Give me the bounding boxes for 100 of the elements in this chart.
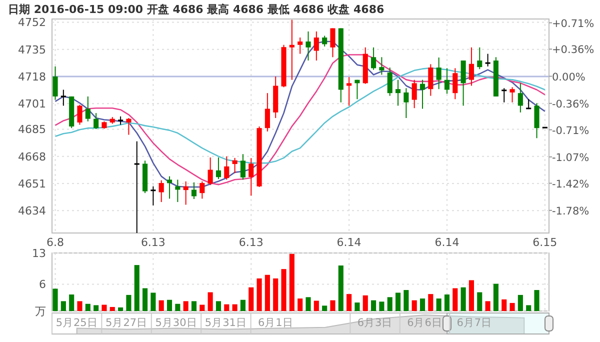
bar xyxy=(183,301,188,311)
bar xyxy=(289,254,294,311)
y-tick-label: 4735 xyxy=(18,43,46,56)
candlestick xyxy=(85,96,90,122)
candlestick xyxy=(224,156,230,180)
bar xyxy=(102,304,107,311)
candlestick xyxy=(444,68,450,94)
x-tick-label: 5月31日 xyxy=(204,317,247,329)
bar xyxy=(387,297,392,311)
bar xyxy=(502,299,507,311)
chart-title: 日期 2016-06-15 09:00 开盘 4686 最高 4686 最低 4686 收盘 4686 xyxy=(8,3,384,16)
bar xyxy=(428,294,434,311)
bar xyxy=(395,292,401,311)
candlestick xyxy=(183,180,188,206)
x-tick-label: 5月25日 xyxy=(56,317,98,329)
candlestick xyxy=(518,82,523,113)
bar xyxy=(248,287,254,311)
bar xyxy=(158,300,164,311)
y2-tick-label: -0.36% xyxy=(552,98,590,110)
x-tick-label: 6月6日 xyxy=(407,317,442,329)
candlestick xyxy=(460,60,466,106)
bar xyxy=(526,305,532,311)
bar xyxy=(118,307,124,311)
candlestick xyxy=(289,19,294,80)
candlestick xyxy=(306,30,311,62)
bar xyxy=(362,295,368,311)
candlestick xyxy=(232,157,238,174)
bar xyxy=(216,301,222,311)
candlestick xyxy=(395,79,401,106)
bar xyxy=(126,294,132,311)
candlestick xyxy=(371,46,376,70)
bar xyxy=(298,298,303,311)
bar xyxy=(412,300,417,311)
bar xyxy=(468,280,474,311)
y-tick-label: 4668 xyxy=(18,150,46,164)
bar xyxy=(330,300,336,311)
bar xyxy=(200,304,205,311)
x-tick-label: 6.14 xyxy=(434,236,460,249)
bar xyxy=(191,301,197,311)
candlestick xyxy=(52,66,58,100)
candlestick xyxy=(94,112,99,130)
candlestick xyxy=(510,86,515,103)
candlestick xyxy=(191,182,197,200)
x-tick-label: 6月7日 xyxy=(456,317,492,329)
bar xyxy=(166,300,172,311)
candlestick xyxy=(166,176,172,200)
bar xyxy=(346,294,352,311)
candlestick xyxy=(502,88,507,103)
candlestick xyxy=(208,156,213,186)
bar xyxy=(85,304,90,311)
y2-tick-label: -0.71% xyxy=(552,124,590,137)
bar xyxy=(69,294,74,311)
bar xyxy=(477,292,482,311)
bar xyxy=(240,300,246,311)
bar xyxy=(150,292,156,311)
x-tick-label: 6.13 xyxy=(140,236,166,249)
candlestick xyxy=(322,35,328,47)
bar xyxy=(52,288,58,311)
candlestick xyxy=(314,30,319,62)
candlestick xyxy=(264,92,270,132)
y-tick-label: 4685 xyxy=(18,123,46,136)
y-tick-label: 4718 xyxy=(18,70,46,84)
candlestick xyxy=(404,88,409,119)
y-tick-label: 4634 xyxy=(18,204,46,218)
y2-tick-label: +0.71% xyxy=(552,18,594,30)
bar xyxy=(314,300,319,311)
y-tick-label: 4701 xyxy=(18,98,46,111)
bar xyxy=(232,304,238,311)
bar xyxy=(256,278,262,311)
candlestick xyxy=(77,104,82,126)
candlestick xyxy=(436,56,442,90)
y-tick-label: 4752 xyxy=(18,16,46,30)
candlestick xyxy=(60,89,66,106)
bar xyxy=(224,304,230,311)
bar xyxy=(518,294,523,311)
bar xyxy=(281,269,286,311)
candlestick xyxy=(248,158,254,196)
candlestick xyxy=(216,156,222,180)
candlestick xyxy=(477,46,482,70)
y-tick-label: 13 xyxy=(32,247,46,260)
bar xyxy=(175,304,180,311)
bar xyxy=(534,290,540,311)
candlestick xyxy=(200,180,205,200)
bar xyxy=(273,278,278,311)
x-tick-label: 5月27日 xyxy=(106,317,148,329)
candlestick xyxy=(412,79,417,109)
x-tick-label: 6.13 xyxy=(238,236,264,249)
bar xyxy=(510,302,515,311)
candlestick xyxy=(240,154,246,180)
bar xyxy=(60,301,66,311)
y-tick-label: 4651 xyxy=(18,177,46,190)
bar xyxy=(264,274,270,311)
y-tick-label: 万 xyxy=(35,305,46,318)
x-tick-label: 6.15 xyxy=(532,236,558,249)
bar xyxy=(134,265,140,311)
bar xyxy=(306,297,311,311)
y2-tick-label: 0.00% xyxy=(552,71,586,84)
bar xyxy=(142,288,148,311)
candlestick xyxy=(330,28,336,58)
bar xyxy=(493,284,498,311)
